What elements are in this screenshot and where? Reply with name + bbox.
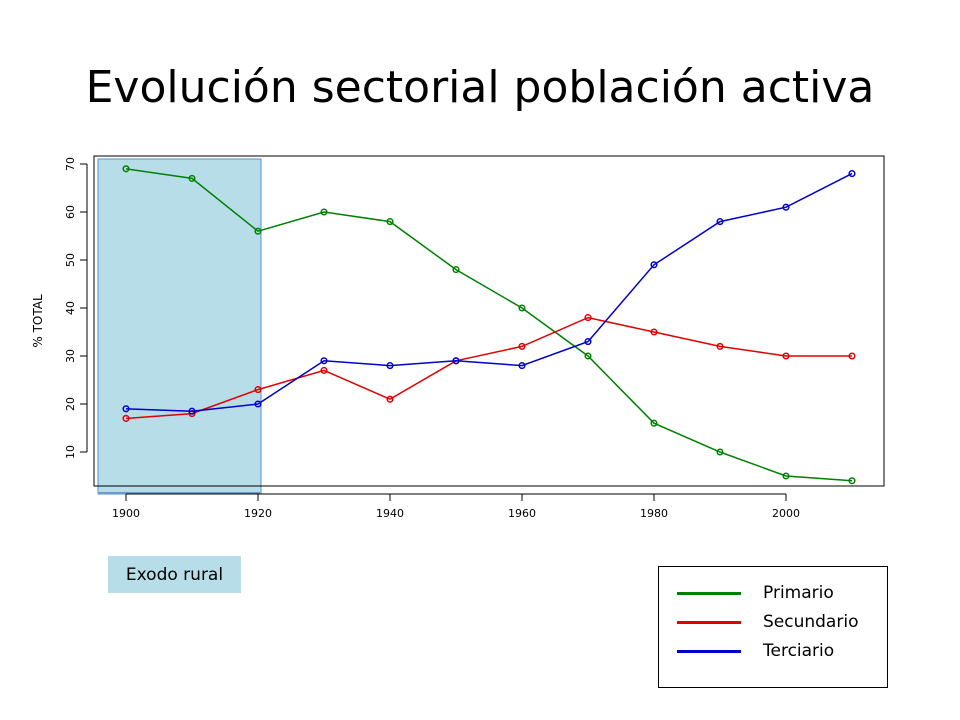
data-point-terciario [386,362,394,370]
data-point-primario [716,448,724,456]
data-point-primario [320,208,328,216]
data-point-terciario [848,170,856,178]
slide-title: Evolución sectorial población activa [85,62,875,113]
data-point-secundario [584,314,592,322]
data-point-secundario [122,414,130,422]
legend-swatch-terciario [677,649,741,653]
legend-label-primario: Primario [763,583,834,603]
data-point-primario [650,419,658,427]
data-point-primario [584,352,592,360]
x-tick-label: 1920 [244,507,272,520]
data-point-primario [782,472,790,480]
data-point-primario [386,218,394,226]
y-tick-label: 60 [64,205,77,219]
legend-label-secundario: Secundario [763,612,859,632]
exodo-rural-label: Exodo rural [108,556,241,593]
data-point-primario [188,174,196,182]
y-tick-label: 70 [64,157,77,171]
data-point-terciario [254,400,262,408]
data-point-primario [452,266,460,274]
legend-swatch-secundario [677,620,741,624]
data-point-secundario [254,386,262,394]
data-point-secundario [320,366,328,374]
y-tick-label: 50 [64,253,77,267]
y-axis-label: % TOTAL [31,294,45,348]
x-tick-label: 1960 [508,507,536,520]
series-line-secundario [125,316,852,420]
data-point-secundario [782,352,790,360]
data-point-terciario [650,261,658,269]
y-tick-label: 20 [64,397,77,411]
data-point-terciario [320,357,328,365]
data-point-terciario [122,405,130,413]
data-point-secundario [848,352,856,360]
y-tick-label: 40 [64,301,77,315]
data-point-secundario [650,328,658,336]
series-line-primario [125,168,853,482]
data-point-primario [254,227,262,235]
y-tick-label: 30 [64,349,77,363]
legend-label-terciario: Terciario [763,641,835,661]
data-point-secundario [386,395,394,403]
legend-swatch-primario [677,591,741,595]
legend-item-primario: Primario [677,583,834,603]
data-point-terciario [584,338,592,346]
y-tick-label: 10 [64,445,77,459]
data-point-terciario [452,357,460,365]
x-tick-label: 1980 [640,507,668,520]
data-point-primario [848,477,856,485]
data-point-primario [122,165,130,173]
x-tick-label: 2000 [772,507,800,520]
data-point-terciario [716,218,724,226]
x-tick-label: 1900 [112,507,140,520]
plot-frame [93,155,885,487]
data-point-secundario [518,342,526,350]
legend-item-secundario: Secundario [677,612,858,632]
data-point-terciario [782,203,790,211]
x-tick-label: 1940 [376,507,404,520]
data-point-terciario [518,362,526,370]
highlight-band [97,158,262,495]
legend-item-terciario: Terciario [677,641,834,661]
data-point-terciario [188,407,196,415]
data-point-primario [518,304,526,312]
series-line-terciario [125,172,853,412]
legend: Primario Secundario Terciario [658,566,888,688]
data-point-secundario [716,342,724,350]
